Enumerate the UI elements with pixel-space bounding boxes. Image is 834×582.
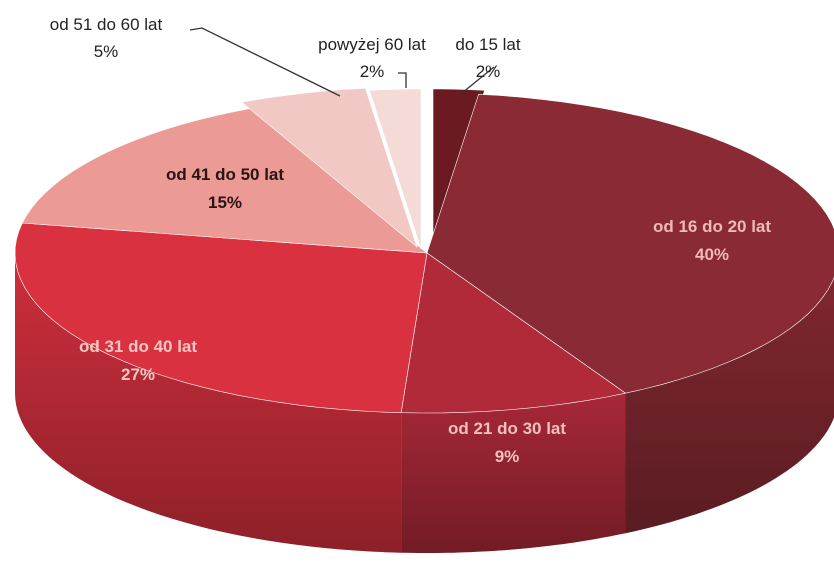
slice-label-name-od-41-do-50-lat: od 41 do 50 lat [166,165,284,184]
pie-side-shade-od-31-do-40-lat [15,253,402,553]
slice-label-value-od-21-do-30-lat: 9% [495,447,520,466]
pie-side-shade-od-16-do-20-lat [625,277,834,534]
leader-line-do-15-lat [461,66,495,94]
slice-label-value-od-31-do-40-lat: 27% [121,365,155,384]
slice-label-name-od-31-do-40-lat: od 31 do 40 lat [79,337,197,356]
pie-slice-od-16-do-20-lat [426,93,834,394]
pie-slice-od-21-do-30-lat [400,252,627,414]
slice-labels: do 15 lat 2% od 16 do 20 lat 40% od 21 do 30… [50,15,772,466]
pie-side-shade-od-21-do-30-lat [401,393,626,553]
pie-slice-od-51-do-60-lat [240,87,418,248]
slice-label-name-powyzej-60-lat: powyżej 60 lat [318,35,426,54]
slice-label-value-od-41-do-50-lat: 15% [208,193,242,212]
slice-label-value-od-51-do-60-lat: 5% [94,42,119,61]
slice-label-name-od-51-do-60-lat: od 51 do 60 lat [50,15,163,34]
slice-label-name-od-16-do-20-lat: od 16 do 20 lat [653,217,771,236]
leader-line-powyzej-60-lat [398,72,407,88]
slice-label-value-do-15-lat: 2% [476,62,501,81]
slice-label-name-od-21-do-30-lat: od 21 do 30 lat [448,419,566,438]
leader-line-od-51-do-60-lat [189,27,341,97]
slice-label-value-od-16-do-20-lat: 40% [695,245,729,264]
pie-slice-powyzej-60-lat [368,88,422,250]
pie-slice-od-31-do-40-lat [14,222,428,414]
leader-lines [189,27,495,97]
pie-sides [15,253,834,553]
slice-label-value-powyzej-60-lat: 2% [360,62,385,81]
pie-slice-od-41-do-50-lat [21,107,428,254]
pie-tops [14,87,834,414]
slice-label-name-do-15-lat: do 15 lat [455,35,520,54]
